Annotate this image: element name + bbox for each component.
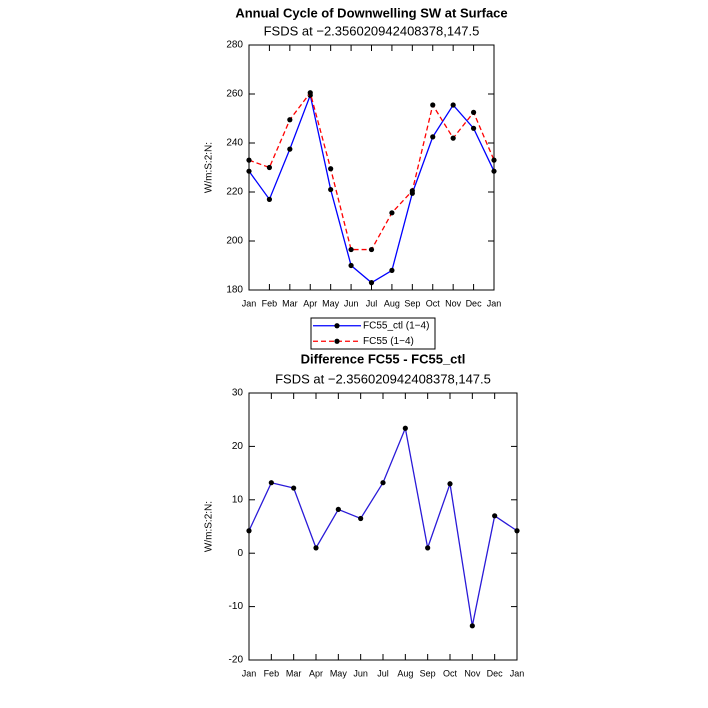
point [335,506,341,513]
point [348,262,354,269]
point [313,545,319,551]
plot-frame [248,392,518,661]
x-tick-label: Sep [420,668,436,678]
x-tick-label: Jan [510,668,525,678]
x-tick-label: Sep [404,298,420,308]
x-tick-label: Jan [242,668,257,678]
y-tick-label: -10 [229,601,244,612]
y-tick-label: 200 [226,236,243,247]
x-tick-label: Jun [353,668,368,678]
x-tick-label: Apr [303,298,317,308]
point [328,166,334,172]
y-axis-label: W/m:S:2:N: [204,142,215,193]
point [425,545,431,551]
point [380,480,386,486]
point [328,186,334,193]
plot-frame [248,44,495,291]
y-tick-label: 180 [226,285,243,296]
legend-label: FC55 (1−4) [363,336,414,347]
point [307,90,313,96]
y-tick-label: 280 [226,40,243,51]
point [348,246,354,253]
x-tick-label: Dec [466,298,483,308]
point [291,485,297,491]
point [430,102,436,108]
x-tick-label: Mar [282,298,298,308]
x-tick-label: Jan [242,298,257,308]
x-tick-label: Nov [445,298,462,308]
series-line [248,92,495,284]
point [492,513,498,519]
point [266,164,273,171]
point [470,109,477,115]
chart-title: Annual Cycle of Downwelling SW at Surfac… [235,5,507,20]
series-line [248,91,495,251]
legend-label: FC55_ctl (1−4) [363,320,429,331]
x-tick-label: Feb [264,668,280,678]
point [450,135,456,141]
point [430,134,436,140]
y-tick-label: 10 [232,494,244,505]
point [447,481,453,487]
point [469,623,475,629]
point [409,188,415,194]
x-tick-label: Dec [487,668,504,678]
point [491,157,497,163]
chart-subtitle: FSDS at −2.356020942408378,147.5 [275,371,491,386]
point [389,210,395,216]
x-tick-label: Feb [262,298,278,308]
y-tick-label: 0 [237,548,243,559]
y-tick-label: 220 [226,187,243,198]
x-tick-label: Mar [286,668,302,678]
series-line [248,425,518,626]
y-axis-label: W/m:S:2:N: [204,501,215,552]
point [246,157,252,163]
y-tick-label: 20 [232,441,244,452]
point [368,280,375,286]
x-tick-label: Oct [426,298,441,308]
x-tick-label: Jun [344,298,359,308]
point [368,246,375,253]
x-tick-label: Jul [377,668,389,678]
point [287,146,293,152]
x-tick-label: Jan [487,298,502,308]
point [514,528,520,534]
x-tick-label: May [330,668,348,678]
point [470,125,477,131]
point [491,168,497,174]
y-tick-label: 240 [226,138,243,149]
point [266,196,273,202]
point [287,117,293,123]
x-tick-label: Nov [464,668,481,678]
point [450,102,456,108]
chart-title: Difference FC55 - FC55_ctl [301,351,466,366]
x-tick-label: Aug [397,668,413,678]
legend-box [310,317,436,350]
point [389,267,395,273]
legend-marker [334,323,340,329]
x-tick-label: Oct [443,668,458,678]
legend-marker [334,338,340,344]
x-tick-label: Aug [384,298,400,308]
y-tick-label: 30 [232,388,244,399]
y-tick-label: -20 [229,655,244,666]
x-tick-label: Jul [366,298,378,308]
x-tick-label: Apr [309,668,323,678]
point [268,480,274,486]
point [246,528,252,534]
chart-subtitle: FSDS at −2.356020942408378,147.5 [264,23,480,38]
point [246,168,252,174]
point [402,425,408,431]
y-tick-label: 260 [226,89,243,100]
x-tick-label: May [322,298,340,308]
point [358,515,364,522]
